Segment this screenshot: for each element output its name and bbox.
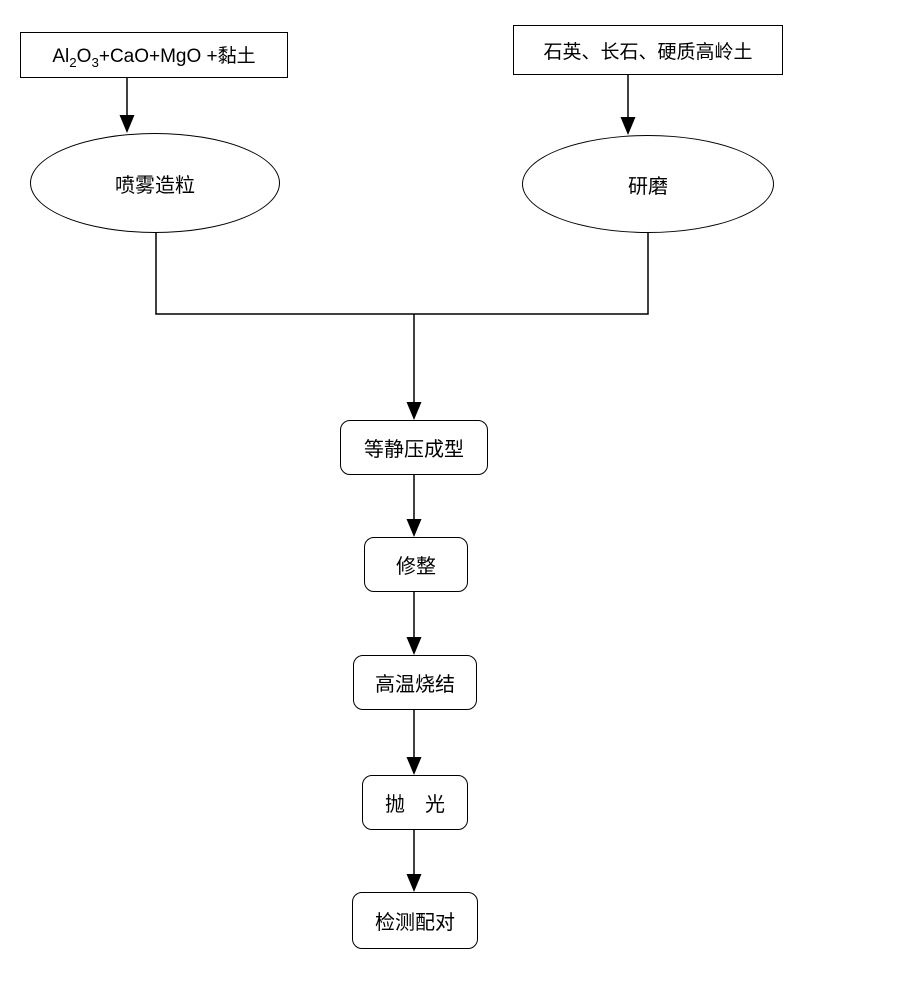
edge-grinding-to-merge: [414, 233, 648, 314]
flowchart-edges: [0, 0, 899, 1000]
edge-spray-to-merge: [156, 233, 414, 314]
